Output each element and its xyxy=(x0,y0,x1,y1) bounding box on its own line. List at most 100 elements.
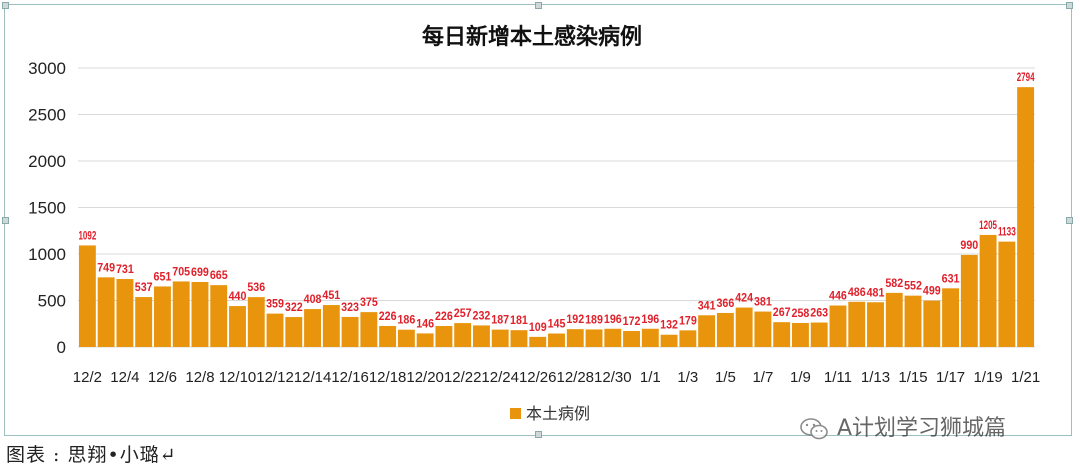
data-label: 486 xyxy=(848,285,866,299)
data-label: 181 xyxy=(510,313,528,327)
x-tick-label: 1/17 xyxy=(936,369,965,386)
data-label: 424 xyxy=(735,291,753,305)
x-tick-label: 1/5 xyxy=(715,369,736,386)
bar xyxy=(960,254,978,347)
legend-swatch xyxy=(510,408,521,419)
resize-handle-corner[interactable] xyxy=(2,2,9,9)
bar xyxy=(623,331,641,347)
x-tick-label: 12/28 xyxy=(556,369,594,386)
bar xyxy=(210,285,228,347)
watermark-text: A计划学习狮城篇 xyxy=(837,416,1007,441)
y-tick-label: 3000 xyxy=(28,59,66,78)
data-label: 172 xyxy=(623,314,641,328)
data-label: 699 xyxy=(191,265,209,279)
x-tick-label: 12/6 xyxy=(148,369,177,386)
data-label: 366 xyxy=(716,296,734,310)
x-tick-label: 12/18 xyxy=(369,369,407,386)
x-tick-label: 12/10 xyxy=(219,369,257,386)
data-label: 408 xyxy=(304,292,322,306)
bar xyxy=(604,328,622,347)
bar xyxy=(1017,87,1035,348)
data-label: 582 xyxy=(885,276,903,290)
data-label: 731 xyxy=(116,262,134,276)
data-label: 1133 xyxy=(998,225,1016,239)
data-label: 481 xyxy=(867,285,885,299)
data-label: 381 xyxy=(754,295,772,309)
data-label: 146 xyxy=(416,316,434,330)
bar xyxy=(585,329,603,347)
bar xyxy=(191,281,209,347)
bar xyxy=(791,323,809,347)
data-label: 537 xyxy=(135,280,153,294)
x-tick-label: 1/13 xyxy=(861,369,890,386)
bar xyxy=(698,315,716,347)
x-tick-label: 1/7 xyxy=(752,369,773,386)
data-label: 631 xyxy=(942,271,960,285)
data-label: 232 xyxy=(473,308,491,322)
bar xyxy=(304,309,322,347)
y-tick-label: 0 xyxy=(57,338,66,357)
bar xyxy=(566,329,584,347)
data-label: 322 xyxy=(285,300,303,314)
data-label: 651 xyxy=(154,269,172,283)
data-label: 109 xyxy=(529,320,547,334)
bar xyxy=(116,279,134,347)
bar xyxy=(266,313,284,347)
data-label: 451 xyxy=(322,288,340,302)
resize-handle-left[interactable] xyxy=(2,217,9,224)
y-tick-label: 2500 xyxy=(28,106,66,125)
data-label: 258 xyxy=(792,306,810,320)
chart-credit: 图表 : 思翔•小璐↵ xyxy=(6,444,177,466)
bar xyxy=(848,301,866,347)
bar xyxy=(979,234,997,347)
data-label: 187 xyxy=(491,313,509,327)
x-tick-label: 12/4 xyxy=(110,369,139,386)
x-tick-label: 1/19 xyxy=(973,369,1002,386)
bar xyxy=(285,317,303,347)
x-tick-label: 12/30 xyxy=(594,369,632,386)
bar xyxy=(472,325,490,347)
x-tick-label: 1/11 xyxy=(824,369,852,386)
bar xyxy=(510,330,528,347)
data-label: 145 xyxy=(548,317,566,331)
resize-handle-right[interactable] xyxy=(1066,217,1073,224)
data-label: 1092 xyxy=(78,228,96,242)
data-label: 196 xyxy=(641,312,659,326)
watermark: A计划学习狮城篇 xyxy=(800,410,1006,442)
x-axis-ticks: 12/2 12/4 12/6 12/8 12/10 12/12 12/14 12/16 12/1… xyxy=(73,369,1040,386)
x-tick-label: 12/2 xyxy=(73,369,102,386)
bar xyxy=(97,277,115,347)
data-label: 267 xyxy=(773,305,791,319)
y-tick-label: 1000 xyxy=(28,245,66,264)
data-label: 341 xyxy=(698,298,716,312)
bar xyxy=(810,322,828,347)
data-label: 552 xyxy=(904,279,922,293)
bar xyxy=(454,323,472,347)
data-label: 263 xyxy=(810,306,828,320)
bar xyxy=(153,286,171,347)
x-tick-label: 12/12 xyxy=(256,369,294,386)
bar xyxy=(416,333,434,347)
x-tick-label: 12/8 xyxy=(185,369,214,386)
data-label: 749 xyxy=(97,260,115,274)
x-tick-label: 1/15 xyxy=(898,369,927,386)
bar xyxy=(491,329,509,347)
resize-handle-top[interactable] xyxy=(535,2,542,9)
legend: 本土病例 xyxy=(510,404,590,423)
x-tick-label: 12/14 xyxy=(294,369,332,386)
resize-handle-bottom[interactable] xyxy=(535,431,542,438)
resize-handle-corner[interactable] xyxy=(1066,2,1073,9)
x-tick-label: 12/26 xyxy=(519,369,557,386)
data-label: 990 xyxy=(960,238,978,252)
data-label: 2794 xyxy=(1017,70,1035,84)
data-label: 189 xyxy=(585,312,603,326)
y-tick-label: 2000 xyxy=(28,152,66,171)
data-label: 323 xyxy=(341,300,359,314)
bar xyxy=(229,306,246,347)
wechat-icon xyxy=(800,418,828,440)
bar xyxy=(773,322,791,347)
data-label: 359 xyxy=(266,297,284,311)
data-label: 705 xyxy=(172,264,190,278)
